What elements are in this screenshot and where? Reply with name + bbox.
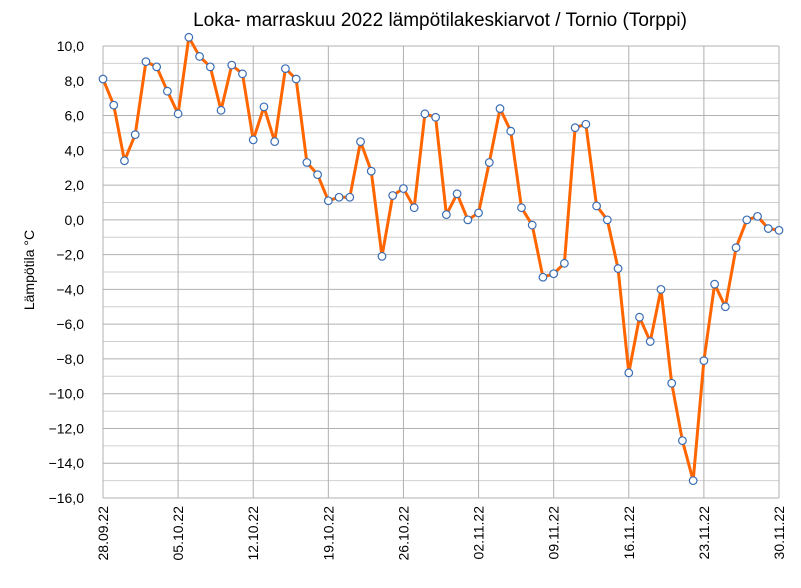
y-tick-label: 4,0 bbox=[65, 142, 85, 158]
data-point bbox=[291, 74, 301, 84]
data-point bbox=[152, 62, 162, 72]
x-tick-label: 09.11.22 bbox=[546, 506, 562, 560]
data-point bbox=[366, 166, 376, 176]
data-point bbox=[742, 215, 752, 225]
y-axis-label: Lämpötila °C bbox=[21, 230, 37, 310]
y-tick-label: 6,0 bbox=[65, 108, 85, 124]
data-point bbox=[270, 137, 280, 147]
x-tick-label: 26.10.22 bbox=[395, 506, 411, 561]
data-point bbox=[559, 258, 569, 268]
y-tick-label: 8,0 bbox=[65, 73, 85, 89]
x-tick-label: 16.11.22 bbox=[621, 506, 637, 560]
data-point bbox=[624, 368, 634, 378]
y-tick-label: −2,0 bbox=[56, 247, 84, 263]
data-point bbox=[141, 57, 151, 67]
data-point bbox=[678, 436, 687, 446]
x-tick-label: 02.11.22 bbox=[471, 506, 487, 560]
y-tick-label: −8,0 bbox=[56, 351, 84, 367]
grid-lines bbox=[102, 45, 780, 499]
data-point bbox=[753, 211, 762, 221]
plot-area bbox=[98, 32, 784, 486]
data-point bbox=[474, 208, 483, 218]
data-point bbox=[667, 378, 677, 388]
data-point bbox=[130, 130, 140, 140]
data-point bbox=[463, 215, 473, 225]
x-tick-label: 28.09.22 bbox=[95, 506, 111, 561]
data-point bbox=[656, 284, 666, 294]
y-tick-label: 10,0 bbox=[57, 38, 84, 54]
data-point bbox=[345, 192, 355, 202]
data-point bbox=[227, 60, 237, 70]
x-tick-label: 30.11.22 bbox=[771, 506, 787, 560]
data-point bbox=[259, 102, 269, 112]
data-point bbox=[720, 302, 730, 312]
data-point bbox=[98, 74, 108, 84]
data-point bbox=[645, 337, 655, 346]
y-tick-labels: −16,0 −14,0 −12,0 −10,0 −8,0 −6,0 −4,0 −2,0 0,0 2… bbox=[49, 38, 85, 506]
data-point bbox=[763, 224, 773, 233]
x-tick-label: 05.10.22 bbox=[170, 506, 186, 561]
x-tick-labels: 28.09.22 05.10.22 12.10.22 19.10.22 26.10.22… bbox=[95, 506, 787, 561]
data-point bbox=[377, 251, 387, 261]
data-point bbox=[613, 264, 623, 273]
data-point bbox=[281, 64, 290, 73]
x-tick-label: 12.10.22 bbox=[245, 506, 261, 561]
data-point bbox=[184, 32, 194, 42]
y-tick-label: −16,0 bbox=[49, 490, 85, 506]
series-line bbox=[101, 35, 780, 483]
data-point bbox=[399, 184, 408, 193]
y-tick-label: 2,0 bbox=[65, 177, 85, 193]
y-tick-label: 0,0 bbox=[65, 212, 85, 228]
data-point bbox=[506, 126, 516, 136]
x-tick-label: 19.10.22 bbox=[320, 506, 336, 561]
data-point bbox=[688, 476, 698, 486]
y-tick-label: −10,0 bbox=[49, 386, 85, 402]
data-point bbox=[441, 210, 451, 220]
data-point bbox=[431, 112, 441, 122]
data-point bbox=[120, 156, 129, 166]
data-point bbox=[570, 123, 580, 133]
data-point bbox=[538, 272, 548, 282]
data-point bbox=[334, 192, 344, 202]
data-point bbox=[602, 215, 612, 225]
y-tick-label: −6,0 bbox=[56, 316, 84, 332]
data-point bbox=[173, 109, 183, 119]
data-point bbox=[248, 135, 258, 145]
data-point bbox=[592, 201, 601, 211]
data-point bbox=[581, 119, 591, 129]
y-tick-label: −14,0 bbox=[49, 455, 85, 471]
data-point bbox=[323, 196, 333, 206]
data-point bbox=[495, 104, 505, 113]
data-point bbox=[313, 170, 323, 180]
data-point bbox=[699, 356, 709, 366]
data-point bbox=[205, 62, 215, 72]
data-point bbox=[635, 312, 644, 322]
data-point bbox=[409, 203, 419, 213]
data-point bbox=[238, 69, 247, 79]
data-point bbox=[420, 109, 430, 119]
y-tick-label: −4,0 bbox=[56, 281, 84, 297]
data-point bbox=[517, 203, 526, 213]
data-point bbox=[710, 279, 720, 289]
data-point bbox=[388, 191, 398, 200]
data-point bbox=[216, 105, 226, 115]
chart-title: Loka- marraskuu 2022 lämpötilakeskiarvot… bbox=[193, 10, 687, 31]
data-point bbox=[302, 158, 312, 167]
data-point bbox=[731, 243, 741, 253]
y-tick-label: −12,0 bbox=[49, 420, 85, 436]
data-point bbox=[162, 86, 172, 96]
x-tick-label: 23.11.22 bbox=[696, 506, 712, 560]
data-point bbox=[484, 158, 494, 167]
data-point bbox=[109, 100, 119, 110]
data-point bbox=[356, 137, 365, 147]
data-point bbox=[527, 220, 537, 230]
data-point bbox=[452, 189, 462, 199]
data-point bbox=[549, 269, 559, 279]
data-point bbox=[774, 225, 784, 235]
data-point bbox=[195, 52, 204, 61]
